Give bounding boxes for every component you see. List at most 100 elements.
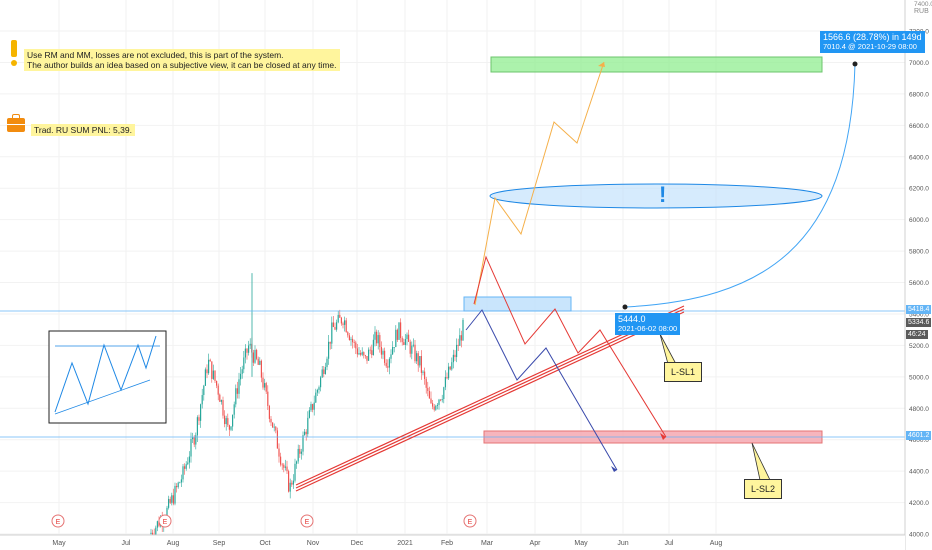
candle — [254, 345, 256, 364]
candle — [235, 384, 237, 408]
trend-channel[interactable] — [295, 305, 685, 492]
candle — [460, 330, 462, 348]
candle — [430, 391, 432, 404]
candle — [185, 461, 187, 471]
red-arrow-head — [660, 433, 666, 440]
candle — [222, 396, 224, 419]
candle — [308, 407, 310, 419]
candle — [316, 388, 318, 397]
earnings-marker[interactable]: E — [158, 514, 172, 528]
exclamation-icon — [11, 40, 17, 66]
candle — [219, 393, 221, 402]
sl2-callout[interactable]: L-SL2 — [744, 479, 783, 499]
candle — [377, 330, 379, 350]
candle — [454, 350, 456, 362]
y-tick-label: 6600.0 — [909, 123, 929, 130]
candle — [404, 334, 406, 350]
candle — [340, 316, 342, 326]
candle — [292, 474, 294, 489]
blue-arrow-head — [611, 466, 617, 472]
candle — [329, 341, 331, 350]
x-tick-label: Sep — [213, 540, 226, 547]
candle — [201, 388, 203, 409]
x-tick-label: Jul — [122, 540, 131, 547]
earnings-marker[interactable]: E — [300, 514, 314, 528]
projection-curve[interactable] — [624, 63, 856, 308]
candle — [302, 431, 304, 456]
time-scale: May Jul Aug Sep Oct Nov Dec 2021 Feb Mar Apr May Jun… — [0, 534, 905, 550]
red-scenario-path[interactable] — [473, 255, 667, 438]
candle — [174, 482, 176, 506]
current-price-main: 5444.0 — [618, 314, 646, 324]
earnings-marker[interactable]: E — [51, 514, 65, 528]
candle — [425, 376, 427, 394]
candle — [398, 322, 400, 341]
earnings-marker[interactable]: E — [463, 514, 477, 528]
pattern-thumbnail[interactable] — [48, 330, 167, 424]
orange-scenario-path[interactable] — [474, 61, 605, 306]
x-tick-label: Jul — [665, 540, 674, 547]
candle — [206, 364, 208, 379]
disclaimer-note[interactable]: Use RM and MM, losses are not excluded, … — [24, 49, 340, 71]
projection-label[interactable]: 1566.6 (28.78%) in 149d 7010.4 @ 2021-10… — [820, 31, 925, 53]
candle — [232, 414, 234, 431]
candle — [334, 322, 336, 331]
svg-text:E: E — [56, 519, 61, 526]
candle — [427, 381, 429, 397]
y-tick-label: 5400.0 — [909, 311, 929, 318]
x-tick-label: Aug — [167, 540, 180, 547]
candle — [401, 336, 403, 346]
projection-end-point[interactable] — [852, 61, 858, 67]
exclamation-mark: ! — [659, 182, 667, 207]
pnl-note[interactable]: Trad. RU SUM PNL: 5,39. — [31, 124, 135, 136]
candle — [172, 488, 174, 506]
price-tag-5418: 5418.4 — [906, 305, 932, 314]
projection-start-point[interactable] — [622, 304, 628, 310]
candle — [326, 356, 328, 371]
candle — [288, 469, 290, 493]
candle — [208, 353, 210, 375]
y-tick-label: 5000.0 — [909, 374, 929, 381]
candle — [452, 349, 454, 369]
candle — [299, 444, 301, 458]
candle — [224, 410, 226, 428]
candle — [265, 381, 267, 395]
svg-text:E: E — [468, 519, 473, 526]
candle — [417, 350, 419, 372]
candle — [294, 458, 296, 483]
y-tick-label: 4200.0 — [909, 500, 929, 507]
y-tick-label: 4600.0 — [909, 437, 929, 444]
candle — [345, 317, 347, 333]
highlight-ellipse[interactable] — [489, 183, 823, 209]
y-tick-label: 6000.0 — [909, 217, 929, 224]
candle — [259, 357, 261, 366]
candle — [284, 459, 286, 471]
current-price-label[interactable]: 5444.0 2021-06-02 08:00 — [615, 313, 681, 335]
currency-label: RUB — [914, 8, 929, 15]
candle — [267, 385, 269, 410]
candle — [438, 398, 440, 410]
candle — [156, 520, 158, 532]
price-tag-time: 46:24 — [906, 330, 928, 339]
candle — [196, 415, 198, 442]
candle — [270, 416, 272, 427]
candle — [307, 411, 309, 438]
candle — [444, 370, 446, 391]
candle — [176, 483, 178, 493]
blue-scenario-path[interactable] — [465, 309, 618, 471]
candle — [348, 332, 350, 341]
candle — [336, 319, 338, 332]
candle — [291, 480, 293, 487]
current-price-sub: 2021-06-02 08:00 — [618, 324, 678, 333]
target-zone[interactable] — [490, 56, 823, 73]
candle — [408, 329, 410, 342]
candle — [374, 326, 376, 347]
candle — [446, 372, 448, 380]
candle — [406, 332, 408, 346]
candle — [211, 361, 213, 383]
sl1-callout[interactable]: L-SL1 — [664, 362, 703, 382]
candle — [393, 346, 395, 353]
candle — [276, 427, 278, 449]
